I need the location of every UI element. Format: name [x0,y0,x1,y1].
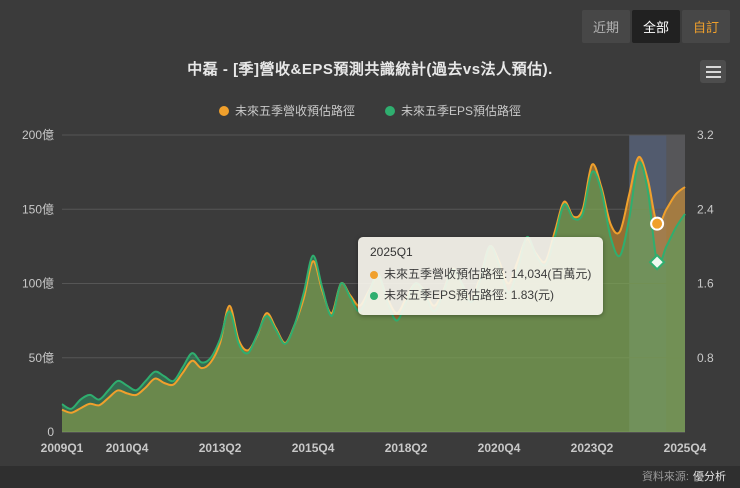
x-axis-label: 2009Q1 [41,441,84,455]
legend-item-revenue[interactable]: 未來五季營收預估路徑 [218,102,355,119]
page-title: 中磊 - [季]營收&EPS預測共識統計(過去vs法人預估). [187,61,553,78]
left-axis-label: 0 [47,425,54,439]
hamburger-menu-icon[interactable] [700,60,726,83]
revenue-marker [650,216,665,231]
tooltip-revenue-value: 14,034(百萬元) [510,267,592,281]
legend-item-eps[interactable]: 未來五季EPS預估路徑 [385,102,521,119]
tooltip-row-revenue: 未來五季營收預估路徑: 14,034(百萬元) [370,264,591,285]
tooltip-row-eps: 未來五季EPS預估路徑: 1.83(元) [370,285,591,306]
tooltip-eps-value: 1.83(元) [510,288,555,302]
range-button-all[interactable]: 全部 [631,10,680,43]
eps-bullet-icon [370,291,378,300]
range-toolbar: 近期 全部 自訂 [581,10,730,43]
x-axis-label: 2020Q4 [478,441,521,455]
left-axis-label: 100億 [22,277,54,291]
left-axis-label: 200億 [22,128,54,142]
source-label: 資料來源: [641,471,689,483]
left-axis-label: 50億 [29,351,54,365]
tooltip-quarter-label: 2025Q1 [370,245,413,259]
x-axis-label: 2015Q4 [292,441,335,455]
source-name[interactable]: 優分析 [693,471,726,483]
eps-marker [648,253,666,271]
right-axis-label: 1.6 [697,277,714,291]
x-axis-label: 2010Q4 [106,441,149,455]
right-axis-label: 3.2 [697,128,714,142]
x-axis-label: 2018Q2 [385,441,428,455]
data-source-bar: 資料來源: 優分析 [0,466,740,488]
left-axis-label: 150億 [22,202,54,216]
revenue-dot-icon [218,105,229,116]
range-button-custom[interactable]: 自訂 [681,10,730,43]
chart-tooltip: 2025Q1 未來五季營收預估路徑: 14,034(百萬元) 未來五季EPS預估… [358,237,604,315]
x-axis-label: 2025Q4 [664,441,707,455]
range-button-recent[interactable]: 近期 [581,10,630,43]
chart-legend: 未來五季營收預估路徑 未來五季EPS預估路徑 [0,102,740,119]
eps-dot-icon [385,105,395,116]
x-axis-label: 2023Q2 [571,441,614,455]
revenue-bullet-icon [370,270,378,279]
right-axis-label: 0.8 [697,351,714,365]
x-axis-label: 2013Q2 [199,441,242,455]
right-axis-label: 2.4 [697,202,714,216]
